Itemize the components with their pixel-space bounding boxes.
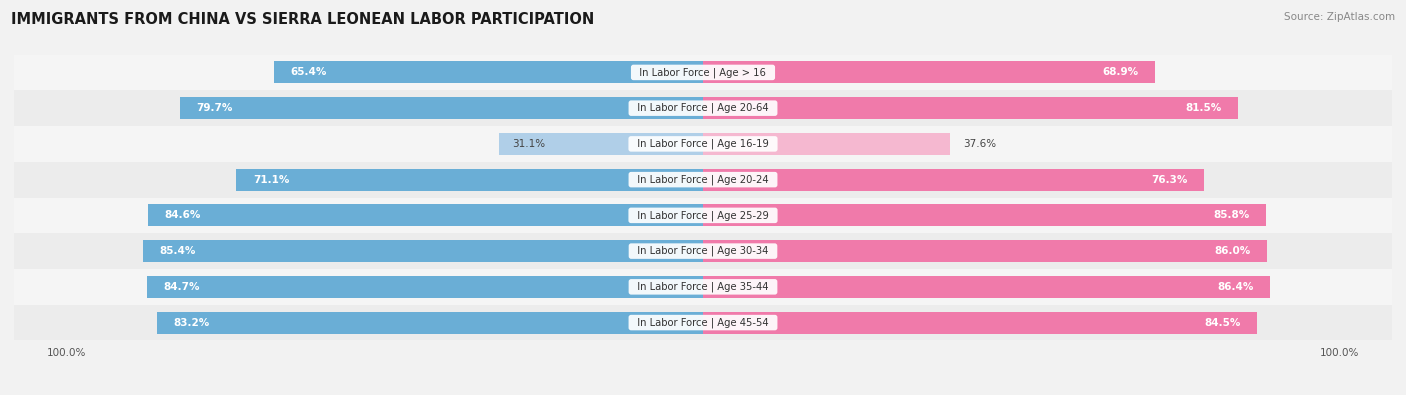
Text: In Labor Force | Age 25-29: In Labor Force | Age 25-29 — [631, 210, 775, 221]
Text: In Labor Force | Age 35-44: In Labor Force | Age 35-44 — [631, 282, 775, 292]
Bar — [274, 61, 703, 83]
Text: Source: ZipAtlas.com: Source: ZipAtlas.com — [1284, 12, 1395, 22]
Text: 86.0%: 86.0% — [1215, 246, 1251, 256]
Text: 68.9%: 68.9% — [1102, 68, 1139, 77]
Bar — [499, 133, 703, 155]
Text: 85.8%: 85.8% — [1213, 211, 1250, 220]
Bar — [703, 61, 1156, 83]
Text: 83.2%: 83.2% — [173, 318, 209, 327]
Text: 81.5%: 81.5% — [1185, 103, 1222, 113]
Text: 31.1%: 31.1% — [512, 139, 546, 149]
Text: 100.0%: 100.0% — [1320, 348, 1360, 357]
Text: In Labor Force | Age 30-34: In Labor Force | Age 30-34 — [631, 246, 775, 256]
Text: 84.5%: 84.5% — [1205, 318, 1241, 327]
Bar — [14, 269, 1392, 305]
Bar — [180, 97, 703, 119]
Bar — [703, 312, 1257, 334]
Text: In Labor Force | Age > 16: In Labor Force | Age > 16 — [634, 67, 772, 78]
Bar — [148, 204, 703, 226]
Bar — [703, 204, 1265, 226]
Text: 84.6%: 84.6% — [165, 211, 201, 220]
Bar — [157, 312, 703, 334]
Text: IMMIGRANTS FROM CHINA VS SIERRA LEONEAN LABOR PARTICIPATION: IMMIGRANTS FROM CHINA VS SIERRA LEONEAN … — [11, 12, 595, 27]
Text: In Labor Force | Age 20-24: In Labor Force | Age 20-24 — [631, 174, 775, 185]
Bar — [703, 133, 949, 155]
Text: 86.4%: 86.4% — [1218, 282, 1254, 292]
Bar — [14, 233, 1392, 269]
Text: In Labor Force | Age 16-19: In Labor Force | Age 16-19 — [631, 139, 775, 149]
Bar — [703, 97, 1237, 119]
Bar — [703, 240, 1267, 262]
Bar — [14, 198, 1392, 233]
Bar — [14, 162, 1392, 198]
Text: 37.6%: 37.6% — [963, 139, 995, 149]
Text: In Labor Force | Age 20-64: In Labor Force | Age 20-64 — [631, 103, 775, 113]
Bar — [14, 90, 1392, 126]
Bar — [703, 169, 1204, 191]
Bar — [142, 240, 703, 262]
Text: 76.3%: 76.3% — [1152, 175, 1187, 184]
Text: 85.4%: 85.4% — [159, 246, 195, 256]
Text: 71.1%: 71.1% — [253, 175, 290, 184]
Bar — [703, 276, 1270, 298]
Text: 100.0%: 100.0% — [46, 348, 86, 357]
Bar — [148, 276, 703, 298]
Text: 84.7%: 84.7% — [163, 282, 200, 292]
Text: 79.7%: 79.7% — [197, 103, 233, 113]
Bar — [14, 305, 1392, 340]
Bar — [236, 169, 703, 191]
Text: 65.4%: 65.4% — [290, 68, 326, 77]
Text: In Labor Force | Age 45-54: In Labor Force | Age 45-54 — [631, 317, 775, 328]
Bar — [14, 55, 1392, 90]
Bar — [14, 126, 1392, 162]
